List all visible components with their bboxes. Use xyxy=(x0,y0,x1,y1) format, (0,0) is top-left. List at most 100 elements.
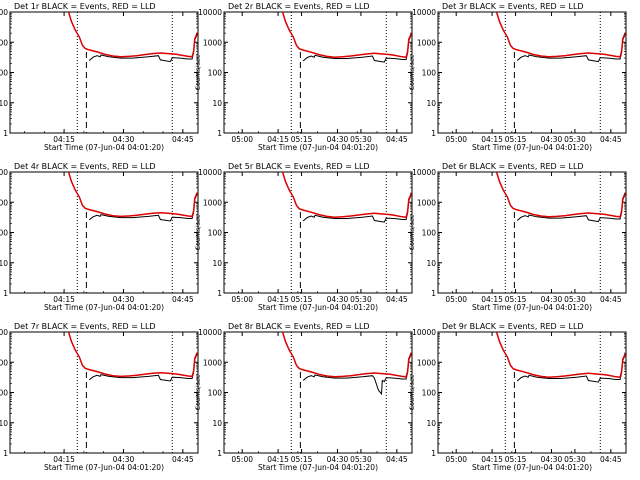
x-tick-label: 04:30 xyxy=(113,295,135,304)
lld-series-line xyxy=(67,12,198,58)
x-axis-label: Start Time (07-Jun-04 04:01:20) xyxy=(44,303,164,312)
x-tick-label: 04:30 xyxy=(541,455,563,464)
chart-title: Det 2r BLACK = Events, RED = LLD xyxy=(228,2,370,11)
y-tick-label: 1 xyxy=(217,289,222,298)
x-tick-label: 05:00 xyxy=(445,135,467,144)
x-tick-label: 05:00 xyxy=(231,455,253,464)
y-axis-label: Counts/sec xyxy=(408,374,416,410)
x-tick-label: 04:45 xyxy=(172,135,194,144)
x-tick-label: 04:45 xyxy=(172,455,194,464)
y-tick-label: 100 xyxy=(0,229,8,238)
lld-series-line xyxy=(67,172,198,218)
x-tick-label: 04:15 xyxy=(267,295,289,304)
x-tick-label: 04:45 xyxy=(600,135,622,144)
y-tick-label: 10000 xyxy=(0,8,8,17)
x-tick-label: 05:15 xyxy=(505,455,527,464)
x-tick-label: 04:45 xyxy=(172,295,194,304)
events-series-line xyxy=(516,194,626,223)
y-tick-label: 100 xyxy=(422,69,437,78)
x-tick-label: 04:30 xyxy=(327,295,349,304)
x-tick-label: 05:00 xyxy=(231,135,253,144)
x-tick-label: 04:30 xyxy=(327,135,349,144)
x-tick-label: 04:30 xyxy=(113,455,135,464)
x-tick-label: 05:30 xyxy=(564,455,586,464)
lld-series-line xyxy=(281,12,412,59)
lld-series-line xyxy=(281,332,412,378)
x-axis-label: Start Time (07-Jun-04 04:01:20) xyxy=(472,463,592,472)
y-tick-label: 10 xyxy=(426,419,436,428)
x-tick-label: 05:30 xyxy=(564,135,586,144)
x-axis-label: Start Time (07-Jun-04 04:01:20) xyxy=(472,303,592,312)
lld-series-line xyxy=(495,172,626,218)
chart-panel: Det 5r BLACK = Events, RED = LLD11010010… xyxy=(194,162,586,312)
y-axis-label: Counts/sec xyxy=(194,374,202,410)
x-tick-label: 04:45 xyxy=(386,455,408,464)
x-axis-label: Start Time (07-Jun-04 04:01:20) xyxy=(44,143,164,152)
y-tick-label: 1000 xyxy=(203,198,222,207)
chart-title: Det 3r BLACK = Events, RED = LLD xyxy=(442,2,584,11)
x-tick-label: 05:15 xyxy=(291,135,313,144)
chart-title: Det 8r BLACK = Events, RED = LLD xyxy=(228,322,370,331)
x-tick-label: 04:15 xyxy=(481,295,503,304)
events-series-line xyxy=(302,354,412,396)
y-tick-label: 1 xyxy=(3,129,8,138)
x-tick-label: 04:15 xyxy=(53,135,75,144)
y-tick-label: 1 xyxy=(431,449,436,458)
lld-series-line xyxy=(495,12,626,58)
chart-panel: Det 3r BLACK = Events, RED = LLD 1 10 100 10… xyxy=(408,2,627,152)
y-tick-label: 100 xyxy=(0,389,8,398)
x-tick-label: 05:15 xyxy=(291,295,313,304)
chart-title: Det 5r BLACK = Events, RED = LLD xyxy=(228,162,370,171)
y-tick-label: 1000 xyxy=(417,198,436,207)
x-tick-label: 04:15 xyxy=(481,455,503,464)
x-tick-label: 05:30 xyxy=(564,295,586,304)
y-tick-label: 100 xyxy=(208,389,223,398)
x-tick-label: 04:15 xyxy=(267,135,289,144)
events-series-line xyxy=(88,353,198,382)
x-tick-label: 05:15 xyxy=(505,135,527,144)
x-axis-label: Start Time (07-Jun-04 04:01:20) xyxy=(44,463,164,472)
y-tick-label: 10 xyxy=(212,259,222,268)
events-series-line xyxy=(302,35,412,63)
x-tick-label: 04:15 xyxy=(53,455,75,464)
y-tick-label: 1000 xyxy=(0,198,8,207)
chart-title: Det 9r BLACK = Events, RED = LLD xyxy=(442,322,584,331)
lld-series-line xyxy=(67,332,198,378)
x-tick-label: 05:30 xyxy=(350,455,372,464)
x-tick-label: 04:15 xyxy=(53,295,75,304)
y-tick-label: 1000 xyxy=(0,38,8,47)
x-tick-label: 05:00 xyxy=(445,295,467,304)
chart-panel: Det 7r BLACK = Events, RED = LLD11010010… xyxy=(0,322,372,472)
x-axis-label: Start Time (07-Jun-04 04:01:20) xyxy=(258,303,378,312)
chart-title: Det 1r BLACK = Events, RED = LLD xyxy=(14,2,156,11)
plot-frame xyxy=(223,331,413,454)
y-tick-label: 1 xyxy=(3,289,8,298)
x-tick-label: 05:00 xyxy=(231,295,253,304)
y-axis-label: Counts/sec xyxy=(408,54,416,90)
x-tick-label: 05:15 xyxy=(505,295,527,304)
y-tick-label: 1 xyxy=(217,449,222,458)
y-axis-label: Counts/sec xyxy=(408,214,416,250)
lld-series-line xyxy=(495,332,626,379)
chart-panel: Det 2r BLACK = Events, RED = LLD11010010… xyxy=(194,2,586,152)
events-series-line xyxy=(88,193,198,222)
y-tick-label: 1 xyxy=(431,289,436,298)
x-tick-label: 04:30 xyxy=(541,135,563,144)
y-tick-label: 1000 xyxy=(0,358,8,367)
x-tick-label: 04:45 xyxy=(386,295,408,304)
events-series-line xyxy=(516,355,626,383)
y-tick-label: 100 xyxy=(422,229,437,238)
x-tick-label: 04:30 xyxy=(541,295,563,304)
y-axis-label: Counts/sec xyxy=(194,214,202,250)
x-axis-label: Start Time (07-Jun-04 04:01:20) xyxy=(258,463,378,472)
y-tick-label: 10 xyxy=(0,99,8,108)
plot-frame xyxy=(223,171,413,294)
y-tick-label: 10000 xyxy=(198,8,222,17)
plot-frame xyxy=(437,331,627,454)
y-tick-label: 100 xyxy=(0,69,8,78)
plot-frame xyxy=(9,331,199,454)
chart-title: Det 6r BLACK = Events, RED = LLD xyxy=(442,162,584,171)
events-series-line xyxy=(516,34,626,63)
x-tick-label: 05:00 xyxy=(445,455,467,464)
